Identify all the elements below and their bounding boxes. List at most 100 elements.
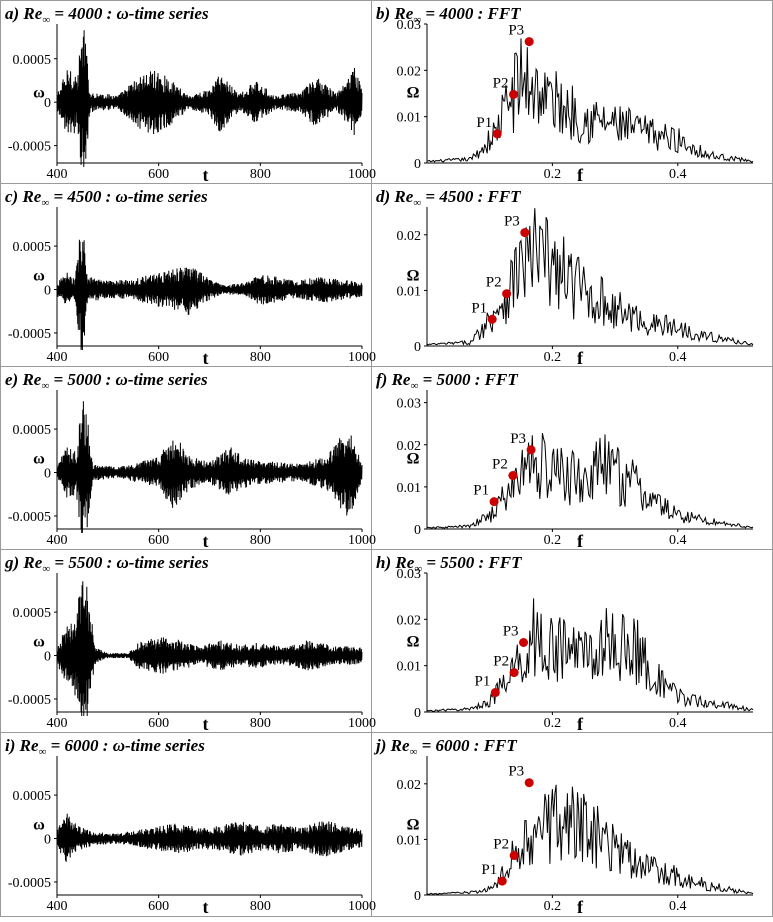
series-line	[426, 208, 754, 346]
peak-marker-p1	[490, 688, 500, 698]
y-axis-label: Ω	[407, 85, 420, 102]
panel-c: c) Re∞ = 4500 : ω-time series 0.0005 0 -0.0…	[5, 187, 376, 368]
x-tick-label: 600	[148, 716, 169, 731]
peak-label-p3: P3	[503, 624, 519, 640]
panel-title: e) Re∞ = 5000 : ω-time series	[5, 370, 208, 392]
peak-marker-p3	[526, 445, 536, 455]
x-tick-label: 800	[250, 899, 271, 914]
y-tick-label: -0.0005	[8, 693, 51, 708]
y-tick-label: 0.01	[397, 660, 422, 675]
peak-marker-p2	[509, 668, 519, 678]
peak-label-p3: P3	[504, 214, 520, 230]
x-axis-label: f	[577, 897, 584, 917]
series-line	[56, 239, 363, 351]
x-axis-label: f	[577, 348, 584, 368]
series-line	[426, 598, 754, 712]
peak-label-p2: P2	[486, 275, 502, 291]
x-tick-label: 600	[148, 899, 169, 914]
y-axis-label: ω	[33, 634, 45, 651]
panel-title: i) Re∞ = 6000 : ω-time series	[5, 736, 205, 758]
x-axis-label: t	[203, 714, 209, 734]
x-tick-label: 0.4	[669, 350, 687, 365]
y-axis-label: Ω	[407, 634, 420, 651]
panel-title: a) Re∞ = 4000 : ω-time series	[5, 4, 209, 26]
x-tick-label: 800	[250, 350, 271, 365]
peak-marker-p2	[509, 851, 519, 861]
y-tick-label: 0	[414, 706, 421, 721]
panel-title: j) Re∞ = 6000 : FFT	[373, 736, 517, 758]
y-tick-label: -0.0005	[8, 140, 51, 155]
peak-label-p3: P3	[508, 764, 524, 780]
panel-title: g) Re∞ = 5500 : ω-time series	[4, 553, 209, 575]
panel-title: h) Re∞ = 5500 : FFT	[376, 553, 522, 575]
panel-g: g) Re∞ = 5500 : ω-time series 0.0005 0 -0.0…	[4, 553, 376, 734]
y-tick-label: 0.0005	[13, 423, 52, 438]
series-line	[56, 813, 363, 862]
y-tick-label: -0.0005	[8, 327, 51, 342]
y-tick-label: 0.02	[397, 229, 422, 244]
x-tick-label: 1000	[348, 167, 376, 182]
y-axis-label: ω	[33, 268, 45, 285]
x-tick-label: 1000	[348, 533, 376, 548]
peak-label-p2: P2	[493, 75, 509, 91]
peak-label-p2: P2	[492, 457, 508, 473]
panel-e: e) Re∞ = 5000 : ω-time series 0.0005 0 -0.0…	[5, 370, 376, 551]
peak-marker-p3	[520, 228, 530, 238]
y-tick-label: 0.02	[397, 64, 422, 79]
panel-title: f) Re∞ = 5000 : FFT	[376, 370, 518, 392]
x-tick-label: 1000	[348, 716, 376, 731]
peak-marker-p2	[502, 289, 512, 299]
y-tick-label: 0.0005	[13, 240, 52, 255]
x-tick-label: 1000	[348, 350, 376, 365]
peak-marker-p1	[492, 129, 502, 139]
x-tick-label: 0.2	[544, 167, 562, 182]
y-tick-label: 0	[414, 523, 421, 538]
y-tick-label: 0.02	[397, 439, 422, 454]
y-tick-label: 0	[414, 889, 421, 904]
x-tick-label: 0.2	[544, 533, 562, 548]
x-tick-label: 600	[148, 350, 169, 365]
peak-label-p1: P1	[476, 115, 492, 131]
peak-marker-p1	[487, 314, 497, 324]
x-tick-label: 400	[47, 716, 68, 731]
x-tick-label: 0.4	[669, 533, 687, 548]
y-tick-label: 0	[414, 157, 421, 172]
y-tick-label: 0.02	[397, 613, 422, 628]
y-tick-label: 0	[44, 96, 51, 111]
y-axis-label: Ω	[407, 451, 420, 468]
y-axis-label: ω	[33, 85, 45, 102]
panel-b: b) Re∞ = 4000 : FFT 0 0.01 0.02 0.03 0.2 0.4 f Ω…	[376, 4, 754, 185]
peak-label-p1: P1	[471, 300, 487, 316]
y-tick-label: 0.02	[397, 778, 422, 793]
y-tick-label: 0.0005	[13, 53, 52, 68]
panel-title: b) Re∞ = 4000 : FFT	[376, 4, 521, 26]
x-tick-label: 0.4	[669, 716, 687, 731]
panel-title: c) Re∞ = 4500 : ω-time series	[5, 187, 208, 209]
series-line	[56, 30, 363, 168]
x-axis-label: f	[577, 531, 584, 551]
x-tick-label: 800	[250, 167, 271, 182]
peak-label-p3: P3	[508, 23, 524, 39]
x-tick-label: 0.4	[669, 899, 687, 914]
x-tick-label: 0.4	[669, 167, 687, 182]
series-line	[426, 784, 754, 895]
x-tick-label: 600	[148, 167, 169, 182]
peak-marker-p3	[524, 778, 534, 788]
y-tick-label: 0	[44, 833, 51, 848]
x-tick-label: 400	[47, 350, 68, 365]
y-tick-label: 0	[414, 340, 421, 355]
y-tick-label: 0	[44, 650, 51, 665]
x-tick-label: 0.2	[544, 899, 562, 914]
y-tick-label: 0	[44, 284, 51, 299]
panel-f: f) Re∞ = 5000 : FFT 0 0.01 0.02 0.03 0.2 0.4 f Ω…	[376, 370, 754, 551]
x-axis-label: t	[203, 897, 209, 917]
panel-title: d) Re∞ = 4500 : FFT	[376, 187, 521, 209]
peak-label-p3: P3	[510, 431, 526, 447]
y-tick-label: 0.03	[397, 397, 422, 412]
series-line	[426, 38, 754, 163]
x-tick-label: 0.2	[544, 716, 562, 731]
panel-a: a) Re∞ = 4000 : ω-time series 0.0005 0 -0.0…	[5, 4, 376, 185]
peak-label-p2: P2	[493, 837, 509, 853]
